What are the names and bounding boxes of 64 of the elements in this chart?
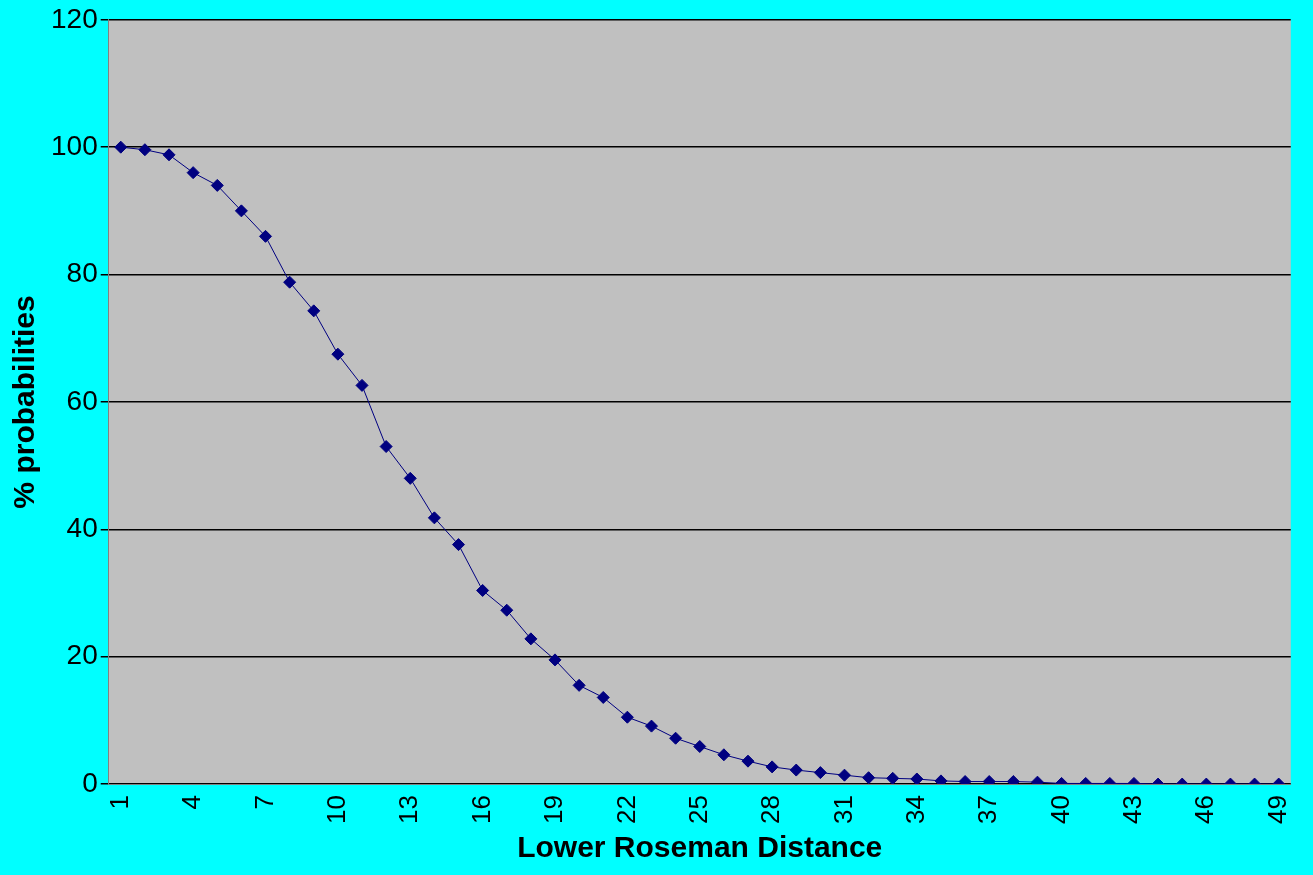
x-tick-label: 25 <box>682 795 713 824</box>
x-tick-label: 37 <box>972 795 1003 824</box>
point <box>355 378 369 392</box>
y-tick-label: 0 <box>82 766 98 798</box>
point <box>186 166 200 180</box>
point <box>500 603 514 617</box>
x-tick-label: 1 <box>103 795 134 810</box>
point <box>283 275 297 289</box>
point <box>548 653 562 667</box>
point <box>910 772 924 785</box>
y-tick-label: 60 <box>66 384 98 416</box>
point <box>379 440 393 454</box>
point <box>934 774 948 785</box>
point <box>427 511 441 525</box>
x-tick-label: 49 <box>1261 795 1292 824</box>
point <box>210 178 224 192</box>
x-tick-label: 31 <box>827 795 858 824</box>
point <box>813 766 827 780</box>
x-tick-label: 43 <box>1117 795 1148 824</box>
y-tick-label: 40 <box>66 512 98 544</box>
point <box>765 760 779 774</box>
y-tick-label: 120 <box>51 2 98 34</box>
point <box>982 775 996 785</box>
point <box>259 229 273 243</box>
point <box>403 471 417 485</box>
y-tick-label: 80 <box>66 257 98 289</box>
point <box>620 710 634 724</box>
point <box>837 768 851 782</box>
point <box>741 754 755 768</box>
point <box>1006 775 1020 785</box>
point <box>862 771 876 785</box>
x-tick-label: 13 <box>393 795 424 824</box>
x-tick-label: 22 <box>610 795 641 824</box>
point <box>307 304 321 318</box>
point <box>717 748 731 762</box>
point <box>452 538 466 552</box>
point <box>596 690 610 704</box>
x-tick-label: 19 <box>538 795 569 824</box>
point <box>138 143 152 157</box>
point <box>114 140 128 154</box>
point <box>572 678 586 692</box>
point <box>669 731 683 745</box>
point <box>331 347 345 361</box>
x-tick-label: 4 <box>176 795 207 810</box>
point <box>693 740 707 753</box>
x-tick-label: 46 <box>1189 795 1220 824</box>
point <box>789 763 803 777</box>
x-tick-label: 7 <box>248 795 279 810</box>
y-axis-title: % probabilities <box>7 295 41 509</box>
point <box>476 583 490 597</box>
x-tick-label: 16 <box>465 795 496 824</box>
point <box>958 775 972 785</box>
y-tick-label: 20 <box>66 639 98 671</box>
y-tick-label: 100 <box>51 129 98 161</box>
x-tick-label: 34 <box>900 795 931 824</box>
x-tick-label: 40 <box>1044 795 1075 824</box>
x-tick-label: 10 <box>321 795 352 824</box>
x-tick-label: 28 <box>755 795 786 824</box>
x-axis-title: Lower Roseman Distance <box>517 830 883 864</box>
point <box>886 771 900 785</box>
point <box>234 204 248 218</box>
point <box>644 719 658 733</box>
point <box>162 148 176 162</box>
point <box>524 632 538 646</box>
